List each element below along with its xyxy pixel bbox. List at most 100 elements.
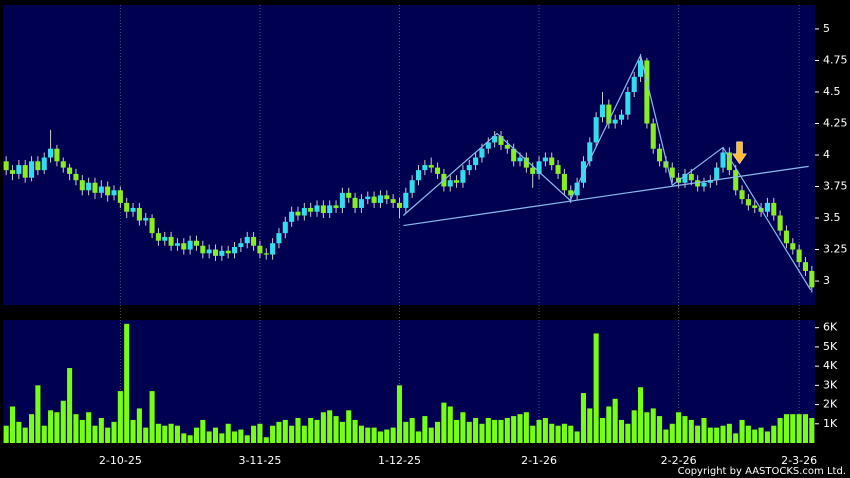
volume-bar	[270, 425, 276, 443]
volume-bar	[168, 423, 174, 443]
candle-body	[618, 114, 625, 120]
volume-bar	[587, 408, 593, 443]
y-tick-label: 4.5	[823, 85, 841, 98]
volume-bar	[733, 433, 739, 443]
candle-body	[371, 196, 377, 203]
candle-body	[257, 245, 263, 254]
volume-bar	[625, 423, 631, 443]
candle-body	[536, 161, 542, 174]
y-tick-label: 6K	[823, 321, 838, 334]
volume-bar	[707, 427, 713, 443]
candle-body	[454, 180, 460, 183]
candle-body	[282, 221, 288, 234]
candle-body	[16, 165, 22, 174]
candle-body	[688, 173, 694, 181]
volume-bar	[777, 418, 783, 443]
candle-body	[206, 249, 212, 254]
candle-body	[422, 165, 428, 171]
volume-bar	[790, 414, 796, 443]
y-tick-label: 2K	[823, 398, 838, 411]
volume-bar	[130, 419, 136, 443]
candle-body	[92, 182, 98, 193]
candle-body	[98, 186, 104, 193]
volume-bar	[60, 400, 66, 443]
volume-bar	[79, 419, 85, 443]
candle-body	[663, 161, 669, 168]
candle-body	[117, 190, 123, 203]
volume-bar	[3, 425, 9, 443]
volume-bar	[276, 421, 282, 443]
candle-body	[60, 161, 66, 168]
candle-body	[796, 249, 802, 263]
candle-body	[365, 196, 371, 200]
volume-bar	[187, 435, 193, 443]
x-tick-label: 1-12-25	[378, 454, 421, 467]
candle-body	[612, 119, 618, 124]
volume-bar	[212, 427, 219, 443]
candle-body	[320, 205, 326, 213]
candle-body	[263, 253, 269, 255]
candle-body	[764, 202, 770, 212]
price-panel	[3, 5, 815, 305]
volume-bar	[517, 414, 523, 443]
candle-body	[739, 190, 745, 200]
candle-body	[193, 240, 200, 246]
candle-body	[149, 218, 155, 234]
volume-bar	[714, 427, 720, 443]
candle-body	[238, 243, 244, 248]
candle-body	[29, 161, 35, 178]
volume-bar	[54, 412, 60, 443]
volume-bar	[701, 418, 707, 443]
candle-body	[511, 148, 517, 162]
volume-bar	[206, 431, 212, 443]
candle-body	[111, 190, 117, 196]
volume-bar	[764, 431, 770, 443]
candle-body	[549, 157, 555, 166]
candle-body	[485, 142, 491, 149]
candle-body	[714, 167, 720, 181]
volume-bar	[263, 437, 269, 443]
volume-bar	[638, 387, 644, 443]
volume-bar	[783, 414, 789, 443]
candle-body	[428, 165, 434, 168]
volume-bar	[396, 385, 403, 443]
y-tick-label: 3K	[823, 378, 838, 391]
candle-body	[9, 170, 16, 174]
candle-body	[701, 182, 707, 187]
volume-bar	[523, 412, 529, 443]
y-tick-label: 4.75	[823, 53, 848, 66]
candle-body	[41, 157, 47, 171]
candle-body	[219, 250, 225, 256]
candle-body	[802, 262, 809, 271]
candle-body	[435, 167, 441, 174]
x-tick-label: 2-10-25	[99, 454, 142, 467]
volume-bar	[16, 421, 22, 443]
volume-bar	[143, 427, 149, 443]
x-tick-label: 3-11-25	[238, 454, 281, 467]
volume-bar	[618, 419, 625, 443]
volume-bar	[473, 418, 479, 443]
candle-body	[124, 202, 130, 212]
candle-body	[492, 136, 498, 143]
candle-body	[244, 236, 250, 244]
volume-bar	[447, 406, 453, 443]
volume-bar	[155, 423, 161, 443]
volume-bar	[390, 427, 396, 443]
volume-bar	[454, 419, 460, 443]
candle-body	[707, 180, 713, 183]
volume-bar	[758, 427, 764, 443]
volume-bar	[593, 333, 599, 443]
volume-bar	[238, 429, 244, 443]
candle-body	[270, 243, 276, 255]
volume-bar	[244, 435, 250, 443]
volume-bar	[41, 425, 47, 443]
candle-body	[225, 250, 231, 254]
volume-bar	[599, 418, 606, 443]
candle-body	[726, 152, 732, 171]
volume-bar	[752, 429, 758, 443]
volume-bar	[48, 410, 54, 443]
volume-bar	[162, 425, 168, 443]
volume-bar	[219, 433, 225, 443]
candle-body	[606, 104, 612, 124]
